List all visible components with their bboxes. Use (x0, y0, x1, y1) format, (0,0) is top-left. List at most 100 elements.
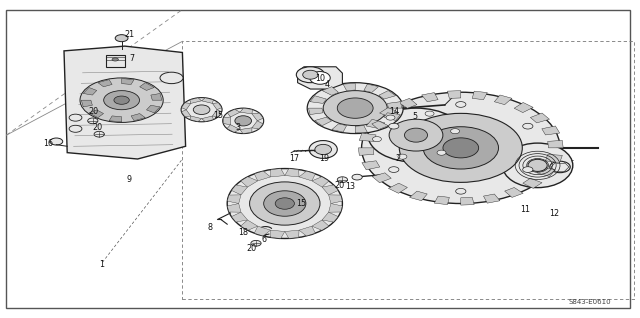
Polygon shape (504, 188, 523, 197)
Polygon shape (241, 177, 258, 187)
Ellipse shape (437, 150, 446, 155)
Ellipse shape (404, 128, 428, 142)
Polygon shape (241, 220, 258, 230)
Ellipse shape (368, 108, 464, 162)
Ellipse shape (352, 174, 362, 180)
Polygon shape (181, 103, 191, 110)
Ellipse shape (337, 177, 348, 183)
Text: 10: 10 (315, 74, 325, 83)
Ellipse shape (456, 188, 466, 194)
Ellipse shape (398, 154, 407, 159)
Polygon shape (388, 183, 408, 193)
Polygon shape (140, 83, 154, 90)
Polygon shape (81, 100, 92, 107)
Polygon shape (64, 46, 186, 159)
Polygon shape (147, 105, 160, 113)
Ellipse shape (550, 161, 570, 173)
Polygon shape (299, 171, 316, 181)
Ellipse shape (94, 131, 104, 137)
Text: 20: 20 (334, 181, 344, 190)
Polygon shape (190, 116, 202, 121)
Text: 17: 17 (289, 154, 300, 162)
Ellipse shape (528, 159, 547, 171)
Text: 5: 5 (413, 112, 418, 121)
Text: 9: 9 (127, 175, 132, 184)
Polygon shape (232, 212, 248, 222)
Polygon shape (227, 204, 241, 212)
Polygon shape (190, 98, 202, 103)
Text: 19: 19 (319, 154, 329, 162)
Text: 12: 12 (549, 209, 559, 218)
Polygon shape (322, 86, 339, 95)
Ellipse shape (251, 240, 261, 246)
Polygon shape (447, 91, 461, 98)
Polygon shape (542, 126, 560, 135)
Ellipse shape (315, 144, 332, 155)
Polygon shape (227, 195, 241, 204)
Polygon shape (322, 212, 338, 222)
Polygon shape (322, 185, 338, 195)
Ellipse shape (69, 125, 82, 132)
Text: 21: 21 (125, 30, 135, 39)
Polygon shape (83, 87, 97, 95)
Polygon shape (366, 119, 385, 129)
Text: 7: 7 (129, 54, 134, 63)
Ellipse shape (323, 91, 387, 126)
Ellipse shape (372, 137, 381, 142)
Polygon shape (332, 124, 347, 132)
Ellipse shape (275, 198, 294, 209)
Ellipse shape (250, 182, 320, 225)
Polygon shape (545, 154, 563, 163)
Ellipse shape (451, 128, 460, 134)
Polygon shape (548, 141, 563, 148)
Polygon shape (387, 102, 402, 108)
Text: 4: 4 (325, 80, 330, 89)
Bar (182, 41, 634, 299)
Polygon shape (223, 117, 230, 125)
Polygon shape (131, 114, 145, 121)
Polygon shape (310, 96, 326, 103)
Polygon shape (514, 102, 533, 113)
Ellipse shape (523, 123, 533, 129)
Ellipse shape (502, 143, 573, 188)
Polygon shape (285, 169, 299, 177)
Ellipse shape (389, 119, 443, 151)
Ellipse shape (303, 70, 318, 79)
Ellipse shape (181, 98, 222, 122)
Polygon shape (312, 177, 329, 187)
Polygon shape (232, 185, 248, 195)
Ellipse shape (50, 138, 63, 145)
Polygon shape (315, 117, 332, 126)
Polygon shape (328, 195, 342, 204)
Polygon shape (151, 93, 162, 100)
Polygon shape (384, 113, 401, 121)
Text: S843-E0610: S843-E0610 (568, 299, 611, 305)
Polygon shape (271, 169, 285, 177)
Text: 20: 20 (88, 107, 99, 116)
Text: 15: 15 (213, 111, 223, 120)
Polygon shape (483, 194, 500, 203)
Polygon shape (212, 103, 222, 110)
Polygon shape (227, 125, 240, 132)
Polygon shape (109, 116, 122, 122)
Ellipse shape (337, 98, 373, 118)
Text: 11: 11 (520, 205, 530, 214)
Polygon shape (181, 110, 191, 117)
Ellipse shape (160, 72, 183, 84)
Ellipse shape (388, 123, 399, 129)
Polygon shape (227, 109, 240, 117)
Text: 14: 14 (389, 107, 399, 116)
Polygon shape (328, 204, 342, 212)
Polygon shape (364, 84, 379, 93)
Polygon shape (461, 197, 474, 205)
Polygon shape (435, 196, 449, 204)
Ellipse shape (456, 102, 466, 107)
Text: 16: 16 (44, 139, 54, 148)
Text: 20: 20 (246, 244, 257, 253)
Polygon shape (358, 148, 374, 155)
Text: 6: 6 (261, 235, 266, 244)
Text: 18: 18 (238, 228, 248, 237)
Polygon shape (531, 113, 550, 123)
Text: 2: 2 (396, 154, 401, 162)
Text: 1: 1 (99, 260, 104, 269)
